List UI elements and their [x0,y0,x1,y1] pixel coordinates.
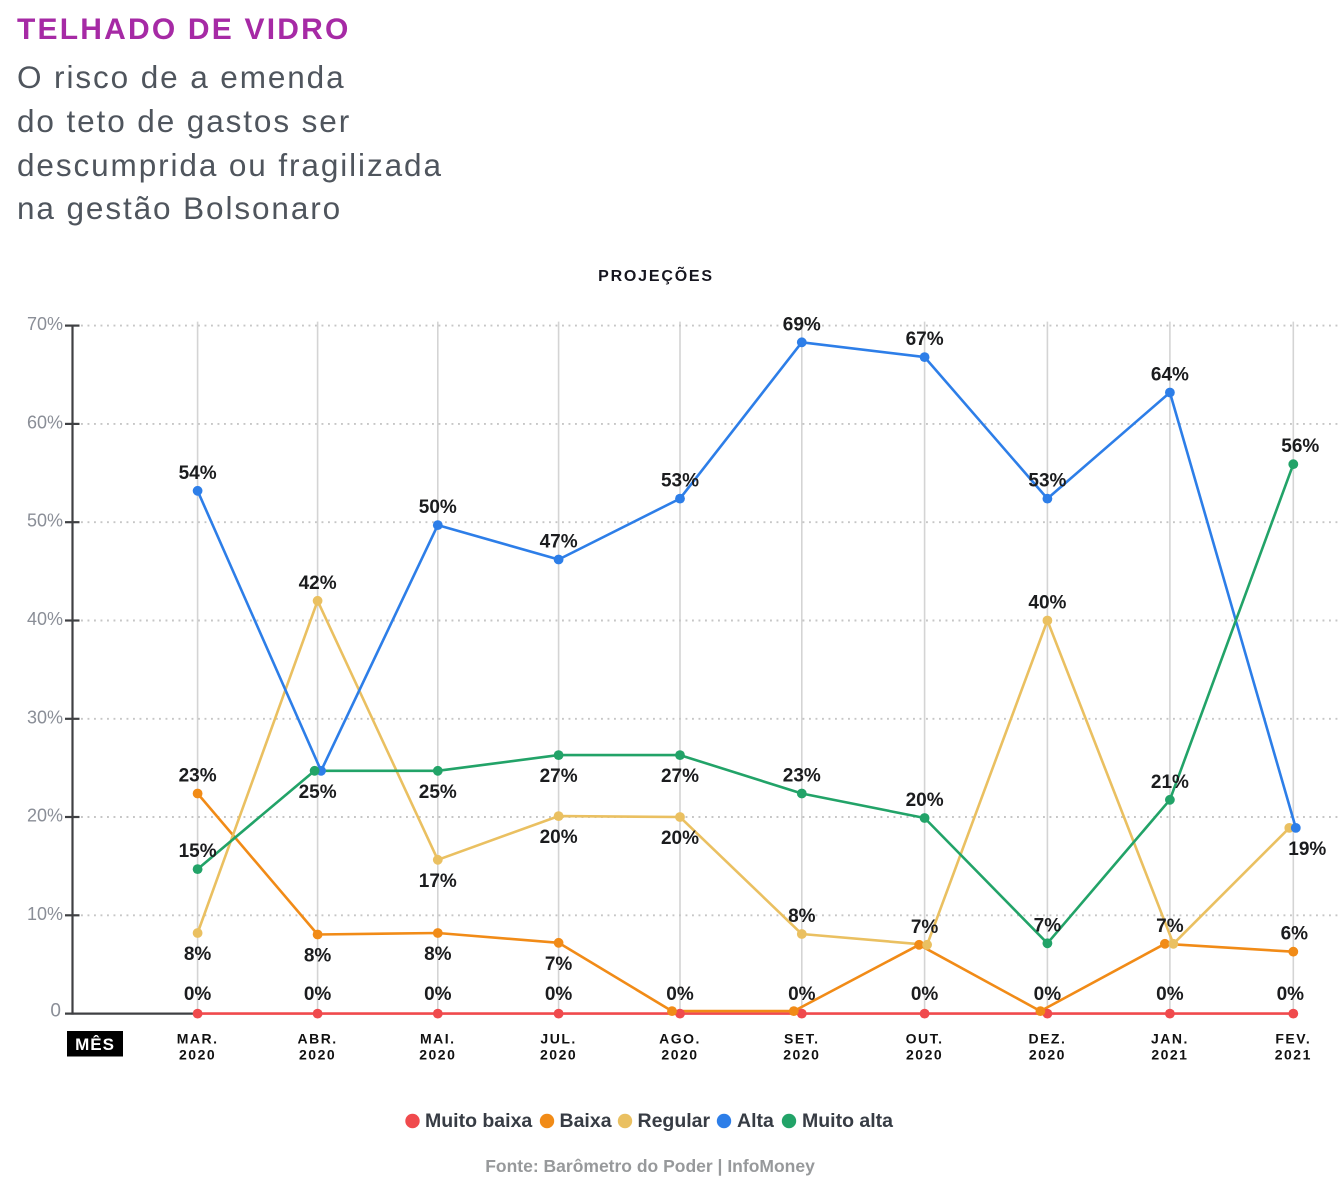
svg-text:20%: 20% [27,806,63,826]
svg-text:40%: 40% [27,609,63,629]
svg-text:0%: 0% [545,984,573,1005]
svg-text:53%: 53% [1028,471,1066,492]
svg-text:25%: 25% [419,782,457,803]
svg-text:23%: 23% [179,766,217,787]
svg-text:17%: 17% [419,871,457,892]
svg-text:23%: 23% [783,766,821,787]
svg-text:50%: 50% [419,497,457,518]
svg-text:Alta: Alta [737,1110,774,1132]
svg-text:70%: 70% [27,314,63,334]
svg-text:MÊS: MÊS [75,1035,115,1054]
svg-text:69%: 69% [783,314,821,335]
svg-text:25%: 25% [299,782,337,803]
svg-text:2020: 2020 [783,1047,820,1063]
svg-text:2020: 2020 [419,1047,456,1063]
svg-text:0%: 0% [424,984,452,1005]
svg-text:2021: 2021 [1151,1047,1188,1063]
svg-text:47%: 47% [540,532,578,553]
svg-text:JAN.: JAN. [1151,1031,1189,1047]
svg-text:8%: 8% [424,944,452,965]
svg-text:0%: 0% [666,984,694,1005]
svg-text:7%: 7% [911,917,939,938]
svg-text:FEV.: FEV. [1275,1031,1311,1047]
svg-text:6%: 6% [1281,924,1309,945]
svg-text:15%: 15% [179,841,217,862]
svg-text:8%: 8% [788,906,816,927]
svg-text:54%: 54% [179,463,217,484]
svg-text:27%: 27% [661,766,699,787]
svg-text:8%: 8% [184,944,212,965]
svg-text:21%: 21% [1151,772,1189,793]
svg-text:0%: 0% [1156,984,1184,1005]
svg-text:2020: 2020 [179,1047,216,1063]
svg-text:0: 0 [50,1001,61,1022]
svg-text:8%: 8% [304,946,332,967]
svg-text:42%: 42% [299,573,337,594]
svg-text:SET.: SET. [784,1031,820,1047]
svg-text:Baixa: Baixa [560,1110,612,1132]
svg-text:27%: 27% [540,766,578,787]
svg-text:Fonte: Barômetro do Poder | In: Fonte: Barômetro do Poder | InfoMoney [485,1156,815,1176]
svg-text:0%: 0% [1034,984,1062,1005]
svg-text:50%: 50% [27,511,63,531]
svg-text:MAR.: MAR. [177,1031,219,1047]
svg-text:67%: 67% [906,329,944,350]
svg-text:MAI.: MAI. [420,1031,456,1047]
svg-text:30%: 30% [27,707,63,727]
svg-text:7%: 7% [1156,916,1184,937]
svg-text:20%: 20% [540,827,578,848]
svg-text:AGO.: AGO. [659,1031,701,1047]
svg-text:DEZ.: DEZ. [1028,1031,1066,1047]
svg-text:19%: 19% [1288,839,1326,860]
svg-text:2020: 2020 [1029,1047,1066,1063]
svg-text:0%: 0% [788,984,816,1005]
svg-text:0%: 0% [304,984,332,1005]
svg-text:ABR.: ABR. [297,1031,337,1047]
svg-text:20%: 20% [906,790,944,811]
svg-text:64%: 64% [1151,365,1189,386]
svg-text:0%: 0% [1277,984,1305,1005]
svg-text:20%: 20% [661,828,699,849]
svg-text:2020: 2020 [661,1047,698,1063]
svg-text:Muito baixa: Muito baixa [425,1110,532,1132]
svg-text:Regular: Regular [638,1110,711,1132]
svg-text:7%: 7% [545,954,573,975]
svg-text:2021: 2021 [1275,1047,1312,1063]
svg-text:JUL.: JUL. [540,1031,576,1047]
svg-text:2020: 2020 [299,1047,336,1063]
svg-text:OUT.: OUT. [906,1031,944,1047]
svg-text:PROJEÇÕES: PROJEÇÕES [598,265,714,285]
svg-text:10%: 10% [27,904,63,924]
svg-text:0%: 0% [911,984,939,1005]
svg-text:56%: 56% [1281,436,1319,457]
svg-text:2020: 2020 [906,1047,943,1063]
svg-text:7%: 7% [1034,915,1062,936]
svg-text:53%: 53% [661,471,699,492]
svg-text:60%: 60% [27,412,63,432]
svg-text:40%: 40% [1028,593,1066,614]
svg-text:Muito alta: Muito alta [802,1110,893,1132]
svg-text:2020: 2020 [540,1047,577,1063]
svg-text:0%: 0% [184,984,212,1005]
